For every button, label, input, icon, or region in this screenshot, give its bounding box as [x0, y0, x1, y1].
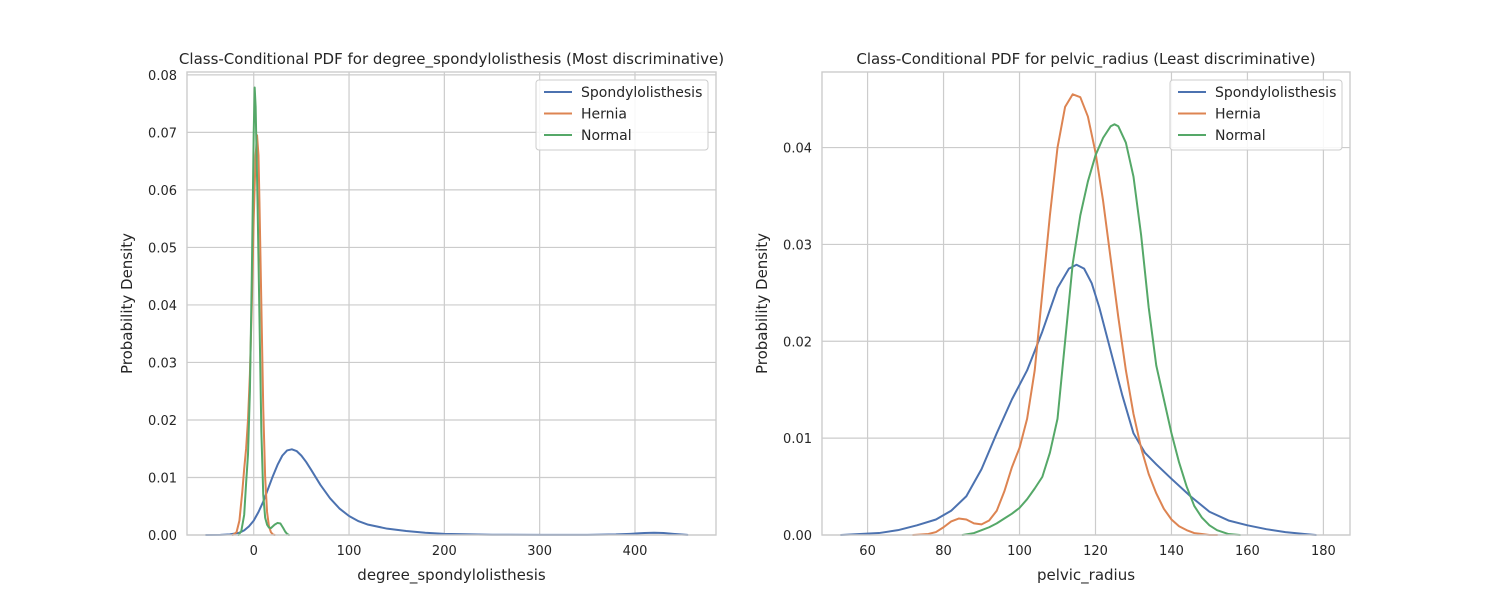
- legend-label-hernia: Hernia: [581, 107, 627, 123]
- x-tick-label: 300: [527, 544, 552, 559]
- y-tick-label: 0.04: [148, 299, 177, 314]
- legend-label-hernia: Hernia: [1215, 107, 1261, 123]
- chart-title: Class-Conditional PDF for pelvic_radius …: [856, 50, 1315, 69]
- legend-label-spondylolisthesis: Spondylolisthesis: [581, 85, 702, 101]
- x-tick-label: 80: [935, 544, 952, 559]
- y-axis-label: Probability Density: [753, 233, 771, 374]
- x-tick-label: 160: [1235, 544, 1260, 559]
- series-line-normal: [237, 86, 290, 536]
- chart-panel-1: 0 100 200 300 400 0.00 0.01 0.02 0.03 0.04 0.05 0.0…: [118, 50, 724, 585]
- y-tick-label: 0.03: [783, 238, 812, 253]
- y-tick-label: 0.02: [148, 414, 177, 429]
- legend: Spondylolisthesis Hernia Normal: [535, 79, 709, 151]
- series-line-spondylolisthesis: [839, 263, 1317, 536]
- y-tick-label: 0.02: [783, 335, 812, 350]
- legend-label-spondylolisthesis: Spondylolisthesis: [1215, 85, 1336, 101]
- x-tick-label: 200: [432, 544, 457, 559]
- x-tick-label: 60: [859, 544, 876, 559]
- x-tick-label: 100: [337, 544, 362, 559]
- y-tick-label: 0.00: [148, 529, 177, 544]
- legend-box: [1169, 79, 1343, 151]
- x-tick-label: 140: [1159, 544, 1184, 559]
- x-axis-label: pelvic_radius: [1037, 566, 1135, 585]
- y-tick-label: 0.06: [148, 184, 177, 199]
- x-tick-label: 0: [250, 544, 258, 559]
- chart-panel-2: 60 80 100 120 140 160 180 0.00 0.01 0.02 0.03 0.04 C…: [753, 50, 1351, 585]
- y-axis-label: Probability Density: [118, 233, 136, 374]
- x-tick-label: 180: [1311, 544, 1336, 559]
- x-tick-label: 400: [623, 544, 648, 559]
- series-line-normal: [961, 123, 1241, 536]
- plot-frame: [186, 71, 717, 536]
- y-tick-label: 0.00: [783, 529, 812, 544]
- legend-box: [535, 79, 709, 151]
- y-tick-label: 0.01: [148, 471, 177, 486]
- series-line-hernia: [912, 93, 1219, 536]
- legend-label-normal: Normal: [1215, 128, 1266, 144]
- y-tick-label: 0.05: [148, 241, 177, 256]
- y-tick-label: 0.01: [783, 432, 812, 447]
- chart-title: Class-Conditional PDF for degree_spondyl…: [179, 50, 724, 69]
- y-tick-label: 0.07: [148, 126, 177, 141]
- y-tick-label: 0.04: [783, 142, 812, 157]
- y-tick-label: 0.08: [148, 69, 177, 84]
- x-tick-label: 120: [1083, 544, 1108, 559]
- x-axis-label: degree_spondylolisthesis: [357, 566, 546, 585]
- legend-label-normal: Normal: [581, 128, 632, 144]
- y-tick-label: 0.03: [148, 356, 177, 371]
- plot-frame: [821, 71, 1351, 536]
- legend: Spondylolisthesis Hernia Normal: [1169, 79, 1343, 151]
- x-tick-label: 100: [1007, 544, 1032, 559]
